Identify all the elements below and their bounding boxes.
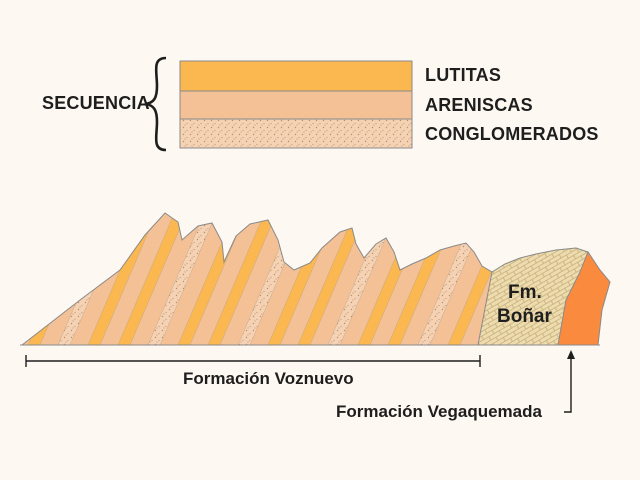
vegaquemada-formation bbox=[557, 250, 611, 346]
legend-label-areniscas: ARENISCAS bbox=[425, 95, 533, 115]
stratum-band bbox=[207, 213, 283, 345]
legend-label-lutitas: LUTITAS bbox=[425, 65, 502, 85]
sequence-label: SECUENCIA bbox=[42, 93, 150, 113]
legend-swatches bbox=[179, 60, 413, 149]
vegaquemada-label: Formación Vegaquemada bbox=[336, 402, 542, 421]
voznuevo-extent-bar bbox=[25, 355, 481, 367]
stratum-band bbox=[147, 213, 223, 345]
legend-swatch-areniscas bbox=[179, 90, 413, 120]
legend-swatch-lutitas bbox=[179, 60, 413, 92]
bonar-label-line1: Fm. bbox=[508, 282, 542, 303]
voznuevo-label: Formación Voznuevo bbox=[183, 369, 354, 388]
vegaquemada-arrow bbox=[564, 350, 575, 413]
stratum-band bbox=[297, 213, 373, 345]
bonar-label-line2: Boñar bbox=[497, 306, 552, 327]
voznuevo-outline bbox=[21, 212, 501, 346]
legend-brace bbox=[144, 56, 167, 152]
stratum-band bbox=[117, 213, 193, 345]
legend-label-conglomerados: CONGLOMERADOS bbox=[425, 124, 599, 144]
legend-swatch-conglomerados bbox=[179, 118, 413, 149]
